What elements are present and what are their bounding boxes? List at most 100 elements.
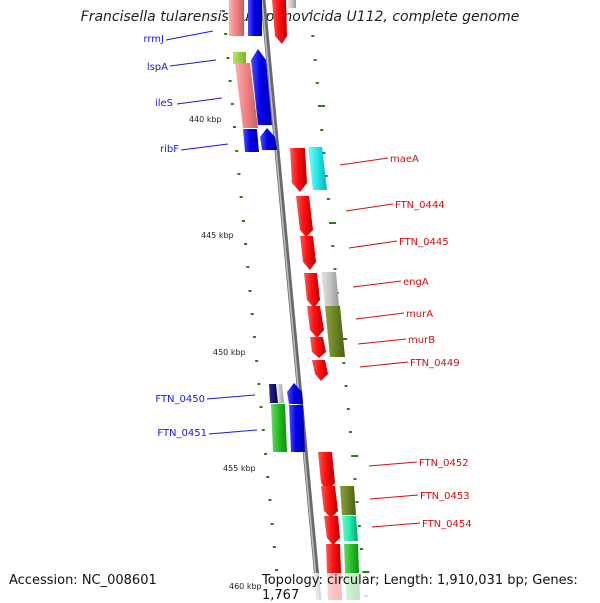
genome-backbone-highlight [261, 0, 319, 600]
leader-line [369, 494, 419, 500]
genome-title: Francisella tularensis subsp. novicida U… [80, 9, 520, 25]
gene-arrow-ileS-blue[interactable] [251, 49, 272, 125]
minor-tick [275, 569, 279, 571]
gene-arrow[interactable] [272, 0, 287, 44]
minor-tick [264, 453, 268, 455]
minor-tick [248, 290, 252, 292]
gene-label-FTN_0451[interactable]: FTN_0451 [157, 428, 207, 439]
leader-line [352, 280, 402, 288]
minor-tick [322, 152, 326, 154]
genome-summary-text: Topology: circular; Length: 1,910,031 bp… [262, 573, 600, 603]
leader-line [368, 461, 418, 467]
gene-label-FTN_0450[interactable]: FTN_0450 [155, 394, 205, 405]
gene-arrow[interactable] [248, 0, 262, 36]
gene-label-FTN_0454[interactable]: FTN_0454 [422, 519, 472, 530]
minor-tick [313, 59, 317, 61]
gene-label-FTN_0449[interactable]: FTN_0449 [410, 358, 460, 369]
gene-arrow[interactable] [260, 128, 277, 150]
minor-tick [309, 12, 313, 14]
gene-arrow-murB[interactable] [310, 337, 326, 358]
gene-arrow-ileS[interactable] [235, 63, 258, 128]
leader-line [339, 157, 389, 166]
kbp-label: 460 kbp [229, 582, 262, 591]
gene-arrow-ribF[interactable] [243, 129, 259, 152]
gene-label-FTN_0453[interactable]: FTN_0453 [420, 491, 470, 502]
gene-arrow-FTN_0444[interactable] [296, 196, 313, 237]
minor-tick [241, 220, 245, 222]
leader-line [165, 30, 214, 41]
gene-arrow-FTN_0451[interactable] [271, 404, 287, 452]
minor-tick [320, 129, 324, 131]
major-tick [317, 105, 325, 107]
minor-tick [246, 266, 250, 268]
gene-label-rrmJ[interactable]: rrmJ [143, 34, 164, 45]
leader-line [359, 361, 409, 368]
gene-arrow-FTN_0449[interactable] [312, 360, 328, 381]
minor-tick [226, 57, 230, 59]
gene-arrow[interactable] [287, 383, 303, 404]
forward-strand-genes [272, 0, 360, 600]
gene-label-engA[interactable]: engA [403, 277, 429, 288]
gene-arrow-engA-gray[interactable] [321, 272, 339, 306]
minor-tick [255, 360, 259, 362]
gene-arrow-murA[interactable] [307, 306, 324, 338]
gene-arrow-maeA-cyan[interactable] [308, 147, 327, 190]
leader-line [180, 143, 229, 151]
gene-label-FTN_0445[interactable]: FTN_0445 [399, 237, 449, 248]
minor-tick [315, 82, 319, 84]
gene-label-murB[interactable]: murB [408, 335, 435, 346]
gene-arrow[interactable] [277, 384, 284, 403]
gene-arrow[interactable] [289, 405, 305, 452]
minor-tick [311, 35, 315, 37]
gene-label-FTN_0444[interactable]: FTN_0444 [395, 200, 445, 211]
gene-arrow-FTN_0454-teal[interactable] [342, 516, 358, 541]
gene-arrow-engA[interactable] [304, 273, 320, 308]
minor-tick [326, 198, 330, 200]
leader-line [206, 394, 256, 400]
minor-tick [244, 243, 248, 245]
gene-arrow[interactable] [229, 0, 244, 36]
gene-arrow-FTN_0452[interactable] [318, 452, 335, 491]
minor-tick [221, 10, 225, 12]
leader-line [345, 203, 394, 212]
gene-arrow-FTN_0453[interactable] [321, 486, 338, 518]
minor-tick [257, 383, 261, 385]
gene-label-maeA[interactable]: maeA [390, 154, 419, 165]
minor-tick [235, 150, 239, 152]
leader-line [355, 312, 405, 320]
minor-tick [250, 313, 254, 315]
gene-arrow[interactable] [288, 0, 296, 8]
gene-arrow-FTN_0450[interactable] [269, 384, 278, 403]
major-tick [362, 571, 370, 573]
kbp-label: 445 kbp [201, 231, 234, 240]
minor-tick [261, 429, 265, 431]
minor-tick [239, 196, 243, 198]
minor-tick [259, 406, 263, 408]
gene-label-murA[interactable]: murA [406, 309, 433, 320]
reverse-strand-genes [229, 0, 305, 452]
minor-tick [357, 525, 361, 527]
minor-tick [252, 336, 256, 338]
genome-backbone [260, 0, 322, 600]
gene-arrow[interactable] [233, 52, 246, 64]
forward-gene-labels: maeA FTN_0444 FTN_0445 engA murA murB FT… [390, 154, 472, 530]
gene-arrow-FTN_0445[interactable] [300, 236, 316, 270]
major-tick [340, 338, 348, 340]
gene-label-ileS[interactable]: ileS [155, 98, 173, 109]
gene-label-ribF[interactable]: ribF [160, 144, 179, 155]
leader-line [169, 59, 217, 67]
minor-tick [353, 478, 357, 480]
minor-tick [233, 126, 237, 128]
minor-tick [272, 546, 276, 548]
gene-arrow-FTN_0454[interactable] [324, 516, 340, 545]
minor-tick [342, 362, 346, 364]
major-tick [351, 455, 359, 457]
gene-label-lspA[interactable]: lspA [147, 62, 168, 73]
major-tick [329, 222, 337, 224]
gene-arrow-murA-olive[interactable] [325, 306, 345, 357]
gene-label-FTN_0452[interactable]: FTN_0452 [419, 458, 469, 469]
label-leaders [165, 30, 421, 528]
gene-arrow-maeA[interactable] [290, 148, 307, 192]
gene-arrow-FTN_0453-olive[interactable] [340, 486, 356, 515]
